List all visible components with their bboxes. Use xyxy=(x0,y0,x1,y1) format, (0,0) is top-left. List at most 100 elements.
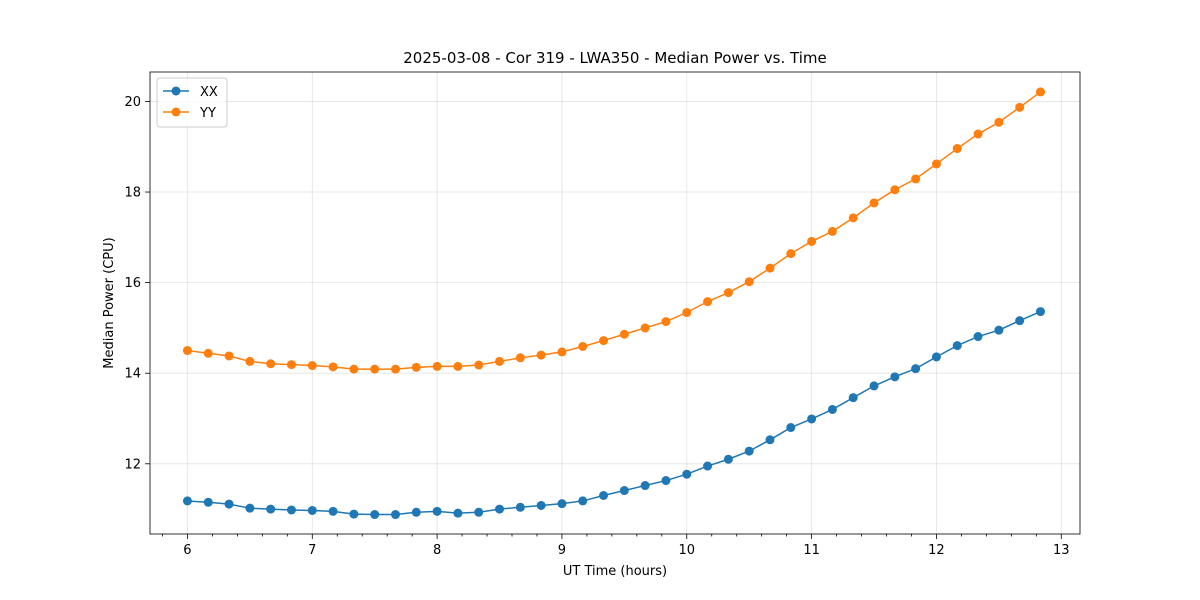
data-point-yy xyxy=(495,356,505,366)
data-point-yy xyxy=(557,347,567,357)
data-point-xx xyxy=(495,504,505,514)
x-tick-label: 10 xyxy=(679,543,696,558)
data-point-xx xyxy=(703,461,713,471)
data-point-yy xyxy=(474,360,484,370)
legend-swatch-yy-marker xyxy=(171,107,181,117)
data-point-yy xyxy=(619,329,629,339)
data-point-yy xyxy=(432,361,442,371)
data-point-yy xyxy=(640,323,650,333)
data-point-xx xyxy=(203,497,213,507)
y-tick-label: 20 xyxy=(124,95,141,110)
data-point-xx xyxy=(370,510,380,520)
data-point-xx xyxy=(432,506,442,516)
y-tick-label: 18 xyxy=(124,186,141,201)
data-point-yy xyxy=(1035,87,1045,97)
data-point-yy xyxy=(765,263,775,273)
series-line-yy xyxy=(187,91,1041,370)
y-tick-label: 14 xyxy=(124,367,141,382)
data-point-yy xyxy=(599,336,609,346)
data-point-yy xyxy=(952,144,962,154)
data-point-yy xyxy=(890,185,900,195)
x-tick-label: 11 xyxy=(803,543,820,558)
data-point-xx xyxy=(578,496,588,506)
data-point-yy xyxy=(869,198,879,208)
y-tick-label: 12 xyxy=(124,457,141,472)
data-point-yy xyxy=(349,364,359,374)
data-point-yy xyxy=(578,341,588,351)
y-axis-ticks: 12 14 16 18 20 xyxy=(124,95,150,472)
data-point-yy xyxy=(411,362,421,372)
data-point-xx xyxy=(245,503,255,513)
data-point-yy xyxy=(515,353,525,363)
legend-label-xx: XX xyxy=(200,85,218,100)
data-point-yy xyxy=(973,129,983,139)
data-point-xx xyxy=(349,509,359,519)
data-point-xx xyxy=(973,332,983,342)
data-point-yy xyxy=(827,226,837,236)
data-point-xx xyxy=(682,469,692,479)
legend-label-yy: YY xyxy=(199,106,216,121)
y-tick-label: 16 xyxy=(124,276,141,291)
data-point-yy xyxy=(703,297,713,307)
data-point-xx xyxy=(911,364,921,374)
data-point-xx xyxy=(619,486,629,496)
plot-series xyxy=(182,87,1045,520)
x-tick-label: 12 xyxy=(928,543,945,558)
legend-swatch-xx-marker xyxy=(171,86,181,96)
data-point-yy xyxy=(848,213,858,223)
plot-area-frame xyxy=(149,71,1081,535)
data-point-yy xyxy=(911,174,921,184)
data-point-xx xyxy=(890,372,900,382)
data-point-yy xyxy=(723,288,733,298)
data-point-xx xyxy=(182,496,192,506)
data-point-xx xyxy=(515,502,525,512)
data-point-yy xyxy=(370,364,380,374)
data-point-yy xyxy=(286,360,296,370)
data-point-yy xyxy=(182,346,192,356)
data-point-xx xyxy=(869,381,879,391)
data-point-xx xyxy=(557,499,567,509)
y-axis-label: Median Power (CPU) xyxy=(102,237,117,368)
data-point-yy xyxy=(1015,102,1025,112)
data-point-yy xyxy=(453,361,463,371)
series-line-xx xyxy=(187,310,1041,516)
x-tick-label: 9 xyxy=(558,543,566,558)
data-point-xx xyxy=(723,454,733,464)
data-point-xx xyxy=(931,352,941,362)
data-point-xx xyxy=(807,414,817,424)
data-point-yy xyxy=(328,362,338,372)
x-tick-label: 8 xyxy=(433,543,441,558)
data-point-xx xyxy=(286,505,296,515)
x-axis-label: UT Time (hours) xyxy=(563,564,667,579)
data-point-xx xyxy=(661,476,671,486)
data-point-xx xyxy=(411,507,421,517)
data-point-xx xyxy=(994,325,1004,335)
data-point-xx xyxy=(224,499,234,509)
x-axis-ticks: 6 7 8 9 10 11 12 13 xyxy=(162,534,1070,558)
x-tick-label: 13 xyxy=(1053,543,1070,558)
data-point-yy xyxy=(661,317,671,327)
data-point-yy xyxy=(807,236,817,246)
grid xyxy=(150,72,1080,534)
data-point-xx xyxy=(391,510,401,520)
x-tick-label: 7 xyxy=(308,543,316,558)
data-point-xx xyxy=(1015,316,1025,326)
data-point-yy xyxy=(994,117,1004,127)
data-point-xx xyxy=(640,481,650,491)
data-point-xx xyxy=(328,506,338,516)
data-point-xx xyxy=(827,404,837,414)
chart-title: 2025-03-08 - Cor 319 - LWA350 - Median P… xyxy=(403,49,827,67)
legend: XX YY xyxy=(156,77,228,128)
data-point-yy xyxy=(203,348,213,358)
data-point-xx xyxy=(599,491,609,500)
data-point-xx xyxy=(765,435,775,445)
data-point-xx xyxy=(307,505,317,515)
data-point-xx xyxy=(1035,307,1045,317)
data-point-xx xyxy=(786,423,796,433)
data-point-yy xyxy=(307,361,317,371)
data-point-xx xyxy=(848,393,858,403)
x-tick-label: 6 xyxy=(183,543,191,558)
data-point-yy xyxy=(744,277,754,287)
data-point-yy xyxy=(266,359,276,369)
